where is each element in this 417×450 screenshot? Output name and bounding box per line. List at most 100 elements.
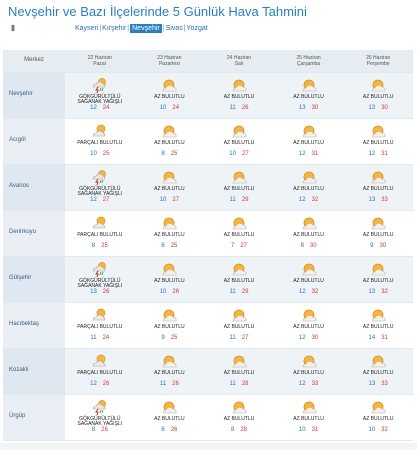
nav-link-nevsehir[interactable]: Nevşehir [130, 24, 162, 33]
partly-cloudy-icon [230, 169, 248, 185]
high-temp: 27 [102, 196, 110, 203]
weather-description: AZ BULUTLU [135, 370, 205, 377]
low-temp: 11 [159, 380, 167, 387]
weather-desc-line1: AZ BULUTLU [293, 93, 324, 100]
forecast-cell: AZ BULUTLU 11 29 [204, 256, 274, 303]
partly-cloudy-icon [160, 169, 178, 185]
day-weekday: Salı [234, 60, 244, 67]
forecast-header-row: Merkez 22 Haziran Pazar 23 Haziran Pazarte… [3, 50, 413, 73]
weather-description: AZ BULUTLU [204, 370, 274, 377]
temperature-range: 11 29 [204, 289, 274, 295]
low-temp: 12 [90, 380, 97, 387]
cloudy-sun-icon [91, 215, 109, 231]
nav-link-kayseri[interactable]: Kayseri [75, 25, 99, 32]
partly-cloudy-icon [160, 123, 178, 139]
weather-description: AZ BULUTLU [135, 323, 205, 331]
low-temp: 12 [298, 150, 306, 157]
low-temp: 8 [91, 242, 96, 249]
city-name[interactable]: Kozaklı [3, 348, 65, 395]
weather-desc-line1: AZ BULUTLU [362, 93, 394, 100]
cloudy-sun-icon [91, 353, 109, 369]
partly-cloudy-icon [369, 307, 387, 323]
weather-description: GÖKGÜRÜLTÜLÜ SAĞANAK YAĞIŞLI [65, 93, 135, 107]
temperature-range: 12 33 [274, 381, 344, 387]
high-temp: 27 [241, 334, 249, 341]
forecast-table: Merkez 22 Haziran Pazar 23 Haziran Pazarte… [3, 50, 413, 441]
day-weekday: Perşembe [366, 60, 390, 67]
high-temp: 32 [311, 196, 319, 203]
weather-desc-line1: AZ BULUTLU [362, 277, 394, 284]
high-temp: 25 [102, 150, 110, 157]
weather-desc-line1: GÖKGÜRÜLTÜLÜ [79, 93, 121, 100]
temperature-range: 13 30 [343, 105, 413, 111]
day-weekday: Çarşamba [297, 60, 321, 67]
temperature-range: 13 33 [343, 197, 413, 203]
temperature-range: 8 28 [204, 427, 274, 433]
list-icon[interactable]: Ⅱ [11, 24, 15, 33]
weather-description: GÖKGÜRÜLTÜLÜ SAĞANAK YAĞIŞLI [65, 278, 135, 291]
partly-cloudy-icon [369, 77, 387, 93]
cloudy-sun-icon [91, 307, 109, 323]
forecast-cell: AZ BULUTLU 6 25 [134, 210, 205, 257]
nav-link-kirsehir[interactable]: Kırşehir [102, 25, 127, 32]
partly-cloudy-icon [160, 399, 178, 415]
nav-link-sivas[interactable]: Sivas [165, 25, 183, 32]
forecast-row: Ürgüp GÖKGÜRÜLTÜLÜ SAĞANAK YAĞIŞLI 8 26 AZ BU… [3, 394, 413, 441]
forecast-cell: AZ BULUTLU 14 31 [343, 302, 413, 349]
header-day: 23 Haziran Pazartesi [134, 50, 205, 73]
weather-desc-line1: AZ BULUTLU [293, 185, 324, 192]
forecast-cell: PARÇALI BULUTLU 11 24 [65, 302, 135, 349]
weather-description: PARÇALI BULUTLU [65, 324, 135, 331]
partly-cloudy-icon [369, 399, 387, 415]
day-weekday: Pazar [93, 60, 107, 67]
header-merkez: Merkez [3, 50, 65, 73]
city-name[interactable]: Hacıbektaş [3, 302, 65, 349]
low-temp: 10 [159, 288, 167, 295]
temperature-range: 8 26 [65, 427, 135, 433]
city-name[interactable]: Avanos [3, 164, 65, 211]
weather-description: AZ BULUTLU [274, 232, 344, 239]
weather-desc-line1: AZ BULUTLU [154, 323, 185, 330]
temperature-range: 9 30 [343, 243, 413, 249]
temperature-range: 10 31 [274, 427, 344, 433]
city-name[interactable]: Gülşehir [3, 256, 65, 303]
high-temp: 31 [381, 334, 388, 341]
low-temp: 9 [370, 242, 374, 249]
forecast-cell: AZ BULUTLU 12 33 [273, 348, 344, 395]
thunderstorm-icon [91, 399, 109, 415]
page-footer-strip [0, 443, 417, 450]
weather-description: AZ BULUTLU [204, 140, 274, 147]
city-name[interactable]: Nevşehir [3, 72, 65, 119]
partly-cloudy-icon [369, 169, 387, 185]
low-temp: 13 [90, 288, 97, 295]
low-temp: 11 [90, 334, 97, 341]
weather-description: AZ BULUTLU [343, 416, 413, 423]
partly-cloudy-icon [230, 261, 248, 277]
low-temp: 9 [161, 334, 165, 341]
high-temp: 26 [172, 380, 179, 387]
weather-desc-line1: AZ BULUTLU [223, 185, 255, 192]
temperature-range: 13 32 [343, 289, 413, 295]
high-temp: 26 [102, 380, 110, 387]
weather-desc-line2: SAĞANAK YAĞIŞLI [77, 283, 123, 290]
nav-link-yozgat[interactable]: Yozgat [186, 25, 208, 32]
city-name[interactable]: Acıgöl [3, 118, 65, 165]
forecast-cell: AZ BULUTLU 9 30 [343, 210, 413, 257]
high-temp: 25 [170, 334, 178, 341]
low-temp: 10 [159, 196, 167, 203]
partly-cloudy-icon [160, 353, 178, 369]
high-temp: 33 [381, 196, 388, 203]
nav-separator: | [162, 25, 165, 32]
high-temp: 30 [379, 242, 387, 249]
header-day: 26 Haziran Perşembe [343, 50, 413, 73]
high-temp: 26 [172, 288, 180, 295]
high-temp: 28 [240, 426, 247, 433]
low-temp: 10 [90, 150, 97, 157]
city-name[interactable]: Derinkuyu [3, 210, 65, 257]
weather-desc-line1: AZ BULUTLU [154, 277, 185, 284]
forecast-cell: AZ BULUTLU 8 28 [204, 394, 274, 441]
weather-description: AZ BULUTLU [343, 324, 413, 331]
high-temp: 25 [170, 242, 178, 249]
city-name[interactable]: Ürgüp [3, 394, 65, 441]
high-temp: 30 [311, 104, 319, 111]
